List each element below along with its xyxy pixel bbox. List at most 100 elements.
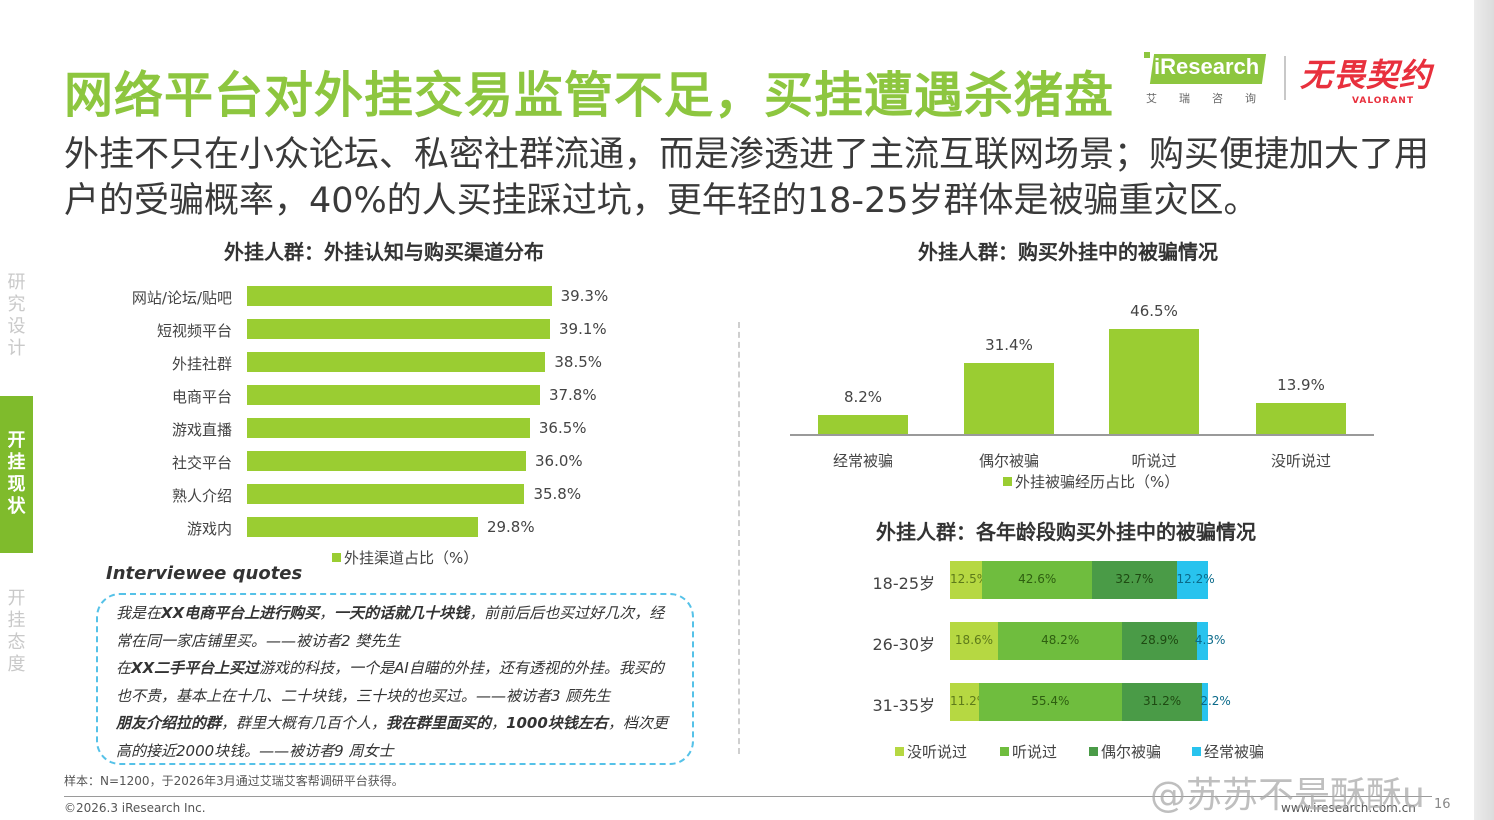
quote-emphasis: 朋友介绍拉的群 xyxy=(116,714,222,732)
legend-label: 听说过 xyxy=(1012,743,1058,761)
channel-bar xyxy=(247,385,540,405)
sample-note: 样本：N=1200，于2026年3月通过艾瑞艾客帮调研平台获得。 xyxy=(64,774,404,788)
fraud-value-label: 31.4% xyxy=(985,336,1033,355)
quote-text: ，档次更高的接近2000块钱。——被访者9 周女士 xyxy=(116,714,668,760)
age-segment xyxy=(1122,622,1197,660)
sidebar-char: 研 xyxy=(7,272,26,293)
legend-label: 没听说过 xyxy=(907,743,968,761)
age-segment-label: 12.2% xyxy=(1176,572,1215,586)
channel-category-label: 游戏内 xyxy=(186,520,232,538)
age-legend-never-heard: 没听说过 xyxy=(895,741,967,762)
age-segment xyxy=(950,683,979,721)
fraud-value-label: 46.5% xyxy=(1130,301,1178,320)
quote-emphasis: XX二手平台上买过 xyxy=(131,659,260,677)
age-segment xyxy=(950,561,983,599)
fraud-bar xyxy=(964,363,1054,434)
legend-label: 外挂被骗经历占比（%） xyxy=(1015,473,1180,491)
sidebar-char: 设 xyxy=(7,316,26,337)
fraud-category-label: 经常被骗 xyxy=(832,452,893,470)
age-segment xyxy=(1121,683,1203,721)
fraud-chart-axis xyxy=(790,434,1374,436)
iresearch-logo-cn: 艾瑞咨询 xyxy=(1146,92,1278,105)
logo-dot xyxy=(1144,52,1150,58)
fraud-chart-title: 外挂人群：购买外挂中的被骗情况 xyxy=(918,240,1218,264)
iresearch-logo-text: iResearch xyxy=(1154,54,1260,79)
sidebar-item-research-design[interactable]: 研 究 设 计 xyxy=(0,272,33,360)
legend-swatch xyxy=(1192,747,1201,756)
watermark: @苏苏不是酥酥u xyxy=(1150,775,1425,816)
valorant-logo-en: VALORANT xyxy=(1352,96,1414,106)
quote-text: 我是在 xyxy=(116,604,162,622)
age-segment-label: 4.3% xyxy=(1194,633,1226,647)
legend-label: 经常被骗 xyxy=(1204,743,1265,761)
sidebar-char: 开 xyxy=(7,430,26,451)
age-segment-label: 42.6% xyxy=(1018,572,1057,586)
age-segment xyxy=(1196,622,1208,660)
sidebar-char: 状 xyxy=(7,496,26,517)
sidebar-item-cheat-attitude[interactable]: 开 挂 态 度 xyxy=(0,588,33,676)
age-segment xyxy=(1092,561,1177,599)
age-segment xyxy=(1176,561,1208,599)
fraud-bar xyxy=(1256,402,1346,434)
legend-swatch xyxy=(1089,747,1098,756)
fraud-bar xyxy=(818,415,908,434)
fraud-category-label: 听说过 xyxy=(1131,452,1177,470)
channel-category-label: 网站/论坛/贴吧 xyxy=(131,289,232,307)
quote-emphasis: 一天的话就几十块钱 xyxy=(334,604,470,622)
sidebar-char: 挂 xyxy=(7,452,26,473)
age-segment xyxy=(978,683,1122,721)
channel-category-label: 外挂社群 xyxy=(171,355,232,373)
channel-value-label: 36.5% xyxy=(538,419,587,437)
channel-bar xyxy=(247,517,478,537)
channel-category-label: 社交平台 xyxy=(171,454,232,472)
legend-swatch xyxy=(1003,477,1012,486)
footer-divider xyxy=(64,796,1432,797)
sidebar-char: 究 xyxy=(7,294,26,315)
sidebar-char: 态 xyxy=(7,632,26,653)
quote-emphasis: XX电商平台上进行购买 xyxy=(161,604,320,622)
channel-chart-legend: 外挂渠道占比（%） xyxy=(332,547,478,568)
channel-value-label: 35.8% xyxy=(533,485,582,503)
age-segment-label: 31.2% xyxy=(1142,694,1182,708)
legend-label: 外挂渠道占比（%） xyxy=(344,549,479,567)
age-segment xyxy=(982,561,1093,599)
age-category-label: 18-25岁 xyxy=(872,574,936,593)
channel-bar xyxy=(247,418,530,438)
channel-value-label: 38.5% xyxy=(554,353,603,371)
quote-text: ，前前后后也买过好几次，经常在同一家店铺里买。——被访者2 樊先生 xyxy=(116,604,665,650)
page-edge xyxy=(1474,0,1494,820)
chart-divider xyxy=(738,322,740,754)
website-link[interactable]: www.iresearch.com.cn xyxy=(1281,801,1416,815)
channel-value-label: 29.8% xyxy=(486,518,535,536)
quote-3: 朋友介绍拉的群，群里大概有几百个人，我在群里面买的，1000块钱左右，档次更高的… xyxy=(116,710,678,765)
age-legend-frequent: 经常被骗 xyxy=(1192,741,1264,762)
age-segment xyxy=(950,622,998,660)
age-segment-label: 28.9% xyxy=(1140,633,1179,647)
channel-category-label: 游戏直播 xyxy=(171,421,232,439)
quote-emphasis: 我在群里面买的 xyxy=(386,714,492,732)
age-segment-label: 12.5% xyxy=(950,572,989,586)
channel-bar xyxy=(247,352,546,372)
quote-emphasis: 1000块钱左右 xyxy=(506,714,608,732)
legend-swatch xyxy=(1000,747,1009,756)
sidebar-item-cheat-status[interactable]: 开 挂 现 状 xyxy=(0,396,33,553)
age-legend-heard: 听说过 xyxy=(1000,741,1057,762)
legend-swatch xyxy=(895,747,904,756)
age-segment xyxy=(997,622,1123,660)
channel-value-label: 39.3% xyxy=(560,287,609,305)
age-segment-label: 32.7% xyxy=(1115,572,1154,586)
copyright: ©2026.3 iResearch Inc. xyxy=(64,801,206,815)
age-chart-title: 外挂人群：各年龄段购买外挂中的被骗情况 xyxy=(876,520,1256,544)
fraud-bar xyxy=(1109,328,1199,434)
age-segment xyxy=(1202,683,1208,721)
quote-text: ， xyxy=(319,604,335,622)
age-segment-label: 18.6% xyxy=(954,633,994,647)
logo-separator xyxy=(1284,56,1286,100)
fraud-category-label: 没听说过 xyxy=(1270,452,1331,470)
quote-text: ，群里大概有几百个人， xyxy=(221,714,387,732)
channel-category-label: 短视频平台 xyxy=(156,322,232,340)
channel-category-label: 熟人介绍 xyxy=(171,487,232,505)
fraud-value-label: 8.2% xyxy=(843,388,883,407)
legend-swatch xyxy=(332,553,341,562)
channel-chart-title: 外挂人群：外挂认知与购买渠道分布 xyxy=(224,240,544,264)
